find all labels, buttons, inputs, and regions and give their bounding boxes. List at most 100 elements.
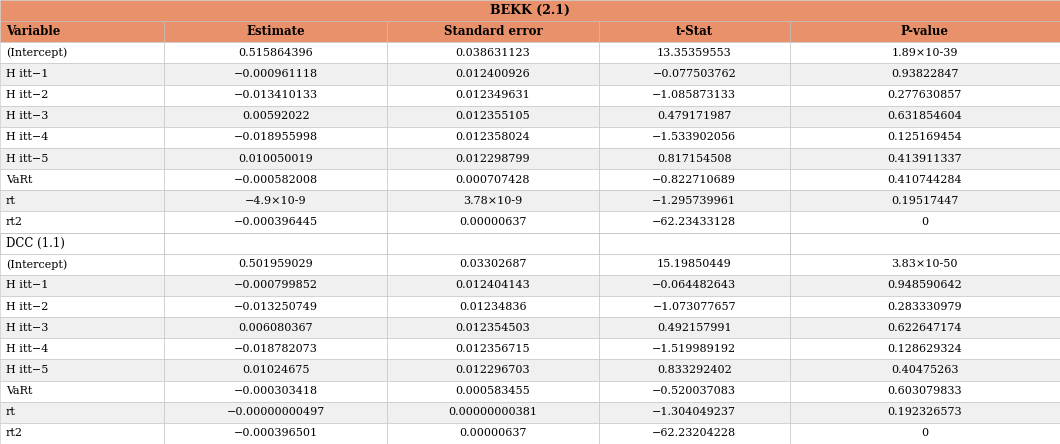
Bar <box>387 84 599 106</box>
Bar <box>164 381 387 402</box>
Bar <box>790 106 1060 127</box>
Text: 3.78×10-9: 3.78×10-9 <box>463 196 523 206</box>
Text: −1.533902056: −1.533902056 <box>652 132 737 143</box>
Bar <box>0 127 164 148</box>
Bar <box>164 423 387 444</box>
Bar <box>790 275 1060 296</box>
Bar <box>387 106 599 127</box>
Text: 3.83×10-50: 3.83×10-50 <box>891 259 958 269</box>
Text: 0.948590642: 0.948590642 <box>887 281 962 290</box>
Bar <box>0 338 164 360</box>
Text: 0.012296703: 0.012296703 <box>456 365 530 375</box>
Text: −0.018782073: −0.018782073 <box>233 344 318 354</box>
Text: 0.603079833: 0.603079833 <box>887 386 962 396</box>
Bar <box>164 233 387 254</box>
Bar <box>0 148 164 169</box>
Bar <box>0 233 164 254</box>
Text: 0.192326573: 0.192326573 <box>887 407 962 417</box>
Bar <box>164 106 387 127</box>
Text: H itt−4: H itt−4 <box>6 344 49 354</box>
Text: 0.012404143: 0.012404143 <box>456 281 530 290</box>
Bar <box>790 423 1060 444</box>
Text: Variable: Variable <box>6 25 60 38</box>
Text: rt2: rt2 <box>6 217 23 227</box>
Text: 0.012355105: 0.012355105 <box>456 111 530 121</box>
Bar <box>790 338 1060 360</box>
Text: −62.23204228: −62.23204228 <box>652 428 737 438</box>
Text: Estimate: Estimate <box>246 25 305 38</box>
Bar <box>599 317 790 338</box>
Bar <box>387 127 599 148</box>
Bar <box>599 84 790 106</box>
Bar <box>0 190 164 211</box>
Text: −1.073077657: −1.073077657 <box>653 301 736 312</box>
Text: H itt−3: H itt−3 <box>6 323 49 333</box>
Bar <box>0 275 164 296</box>
Text: −62.23433128: −62.23433128 <box>652 217 737 227</box>
Text: 0.012400926: 0.012400926 <box>456 69 530 79</box>
Bar <box>164 317 387 338</box>
Text: 0.038631123: 0.038631123 <box>456 48 530 58</box>
Text: −0.013410133: −0.013410133 <box>233 90 318 100</box>
Bar <box>0 169 164 190</box>
Text: −0.822710689: −0.822710689 <box>652 175 737 185</box>
Bar <box>387 402 599 423</box>
Text: −0.000396501: −0.000396501 <box>233 428 318 438</box>
Text: 0.501959029: 0.501959029 <box>238 259 313 269</box>
Bar <box>599 360 790 381</box>
Bar <box>387 296 599 317</box>
Bar <box>790 148 1060 169</box>
Bar <box>790 233 1060 254</box>
Text: 0.631854604: 0.631854604 <box>887 111 962 121</box>
Text: H itt−2: H itt−2 <box>6 301 49 312</box>
Bar <box>387 338 599 360</box>
Bar <box>387 190 599 211</box>
Text: 0: 0 <box>921 217 929 227</box>
Text: −4.9×10-9: −4.9×10-9 <box>245 196 306 206</box>
Text: 0.283330979: 0.283330979 <box>887 301 962 312</box>
Text: H itt−1: H itt−1 <box>6 281 49 290</box>
Text: 0.01024675: 0.01024675 <box>242 365 310 375</box>
Text: 0.012298799: 0.012298799 <box>456 154 530 163</box>
Text: Standard error: Standard error <box>443 25 543 38</box>
Bar <box>164 254 387 275</box>
Text: H itt−5: H itt−5 <box>6 365 49 375</box>
Text: −1.304049237: −1.304049237 <box>652 407 737 417</box>
Text: VaRt: VaRt <box>6 175 33 185</box>
Text: 0.479171987: 0.479171987 <box>657 111 731 121</box>
Bar <box>0 296 164 317</box>
Text: −0.520037083: −0.520037083 <box>652 386 737 396</box>
Bar <box>599 233 790 254</box>
Bar <box>387 169 599 190</box>
Text: 0.00000637: 0.00000637 <box>459 217 527 227</box>
Text: (Intercept): (Intercept) <box>6 48 67 58</box>
Bar <box>599 169 790 190</box>
Text: VaRt: VaRt <box>6 386 33 396</box>
Bar <box>164 127 387 148</box>
Text: 0.40475263: 0.40475263 <box>891 365 958 375</box>
Bar <box>0 106 164 127</box>
Bar <box>387 21 599 42</box>
Bar <box>164 42 387 63</box>
Bar <box>599 381 790 402</box>
Text: rt: rt <box>6 407 16 417</box>
Bar <box>387 360 599 381</box>
Text: −0.00000000497: −0.00000000497 <box>227 407 324 417</box>
Text: 0.012349631: 0.012349631 <box>456 90 530 100</box>
Bar <box>387 275 599 296</box>
Text: −0.000799852: −0.000799852 <box>233 281 318 290</box>
Bar <box>790 84 1060 106</box>
Bar <box>0 381 164 402</box>
Text: −0.018955998: −0.018955998 <box>233 132 318 143</box>
Bar <box>790 190 1060 211</box>
Text: BEKK (2.1): BEKK (2.1) <box>490 4 570 17</box>
Text: 0.00592022: 0.00592022 <box>242 111 310 121</box>
Bar <box>599 254 790 275</box>
Text: 0.00000000381: 0.00000000381 <box>448 407 537 417</box>
Text: H itt−5: H itt−5 <box>6 154 49 163</box>
Text: rt2: rt2 <box>6 428 23 438</box>
Bar <box>599 190 790 211</box>
Bar <box>387 42 599 63</box>
Text: 0.515864396: 0.515864396 <box>238 48 313 58</box>
Text: −0.013250749: −0.013250749 <box>233 301 318 312</box>
